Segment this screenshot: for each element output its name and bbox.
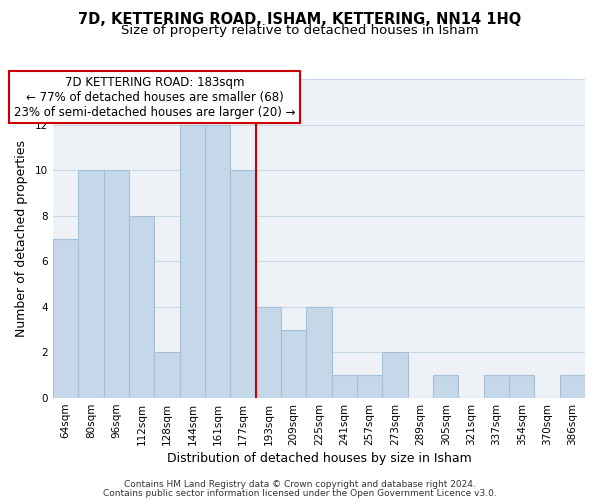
Bar bbox=[307, 307, 332, 398]
Bar bbox=[205, 124, 230, 398]
Bar bbox=[154, 352, 180, 398]
Bar bbox=[79, 170, 104, 398]
Text: 7D, KETTERING ROAD, ISHAM, KETTERING, NN14 1HQ: 7D, KETTERING ROAD, ISHAM, KETTERING, NN… bbox=[79, 12, 521, 28]
Bar bbox=[509, 376, 535, 398]
Bar bbox=[433, 376, 458, 398]
Text: 7D KETTERING ROAD: 183sqm
← 77% of detached houses are smaller (68)
23% of semi-: 7D KETTERING ROAD: 183sqm ← 77% of detac… bbox=[14, 76, 295, 118]
Bar bbox=[230, 170, 256, 398]
Text: Contains HM Land Registry data © Crown copyright and database right 2024.: Contains HM Land Registry data © Crown c… bbox=[124, 480, 476, 489]
Bar bbox=[560, 376, 585, 398]
Bar bbox=[382, 352, 407, 398]
Bar bbox=[129, 216, 154, 398]
Bar bbox=[53, 238, 79, 398]
Bar bbox=[281, 330, 307, 398]
Bar bbox=[332, 376, 357, 398]
Bar bbox=[256, 307, 281, 398]
Text: Size of property relative to detached houses in Isham: Size of property relative to detached ho… bbox=[121, 24, 479, 37]
Bar bbox=[180, 124, 205, 398]
Bar bbox=[104, 170, 129, 398]
Text: Contains public sector information licensed under the Open Government Licence v3: Contains public sector information licen… bbox=[103, 488, 497, 498]
Bar bbox=[357, 376, 382, 398]
Bar bbox=[484, 376, 509, 398]
Y-axis label: Number of detached properties: Number of detached properties bbox=[15, 140, 28, 337]
X-axis label: Distribution of detached houses by size in Isham: Distribution of detached houses by size … bbox=[167, 452, 472, 465]
